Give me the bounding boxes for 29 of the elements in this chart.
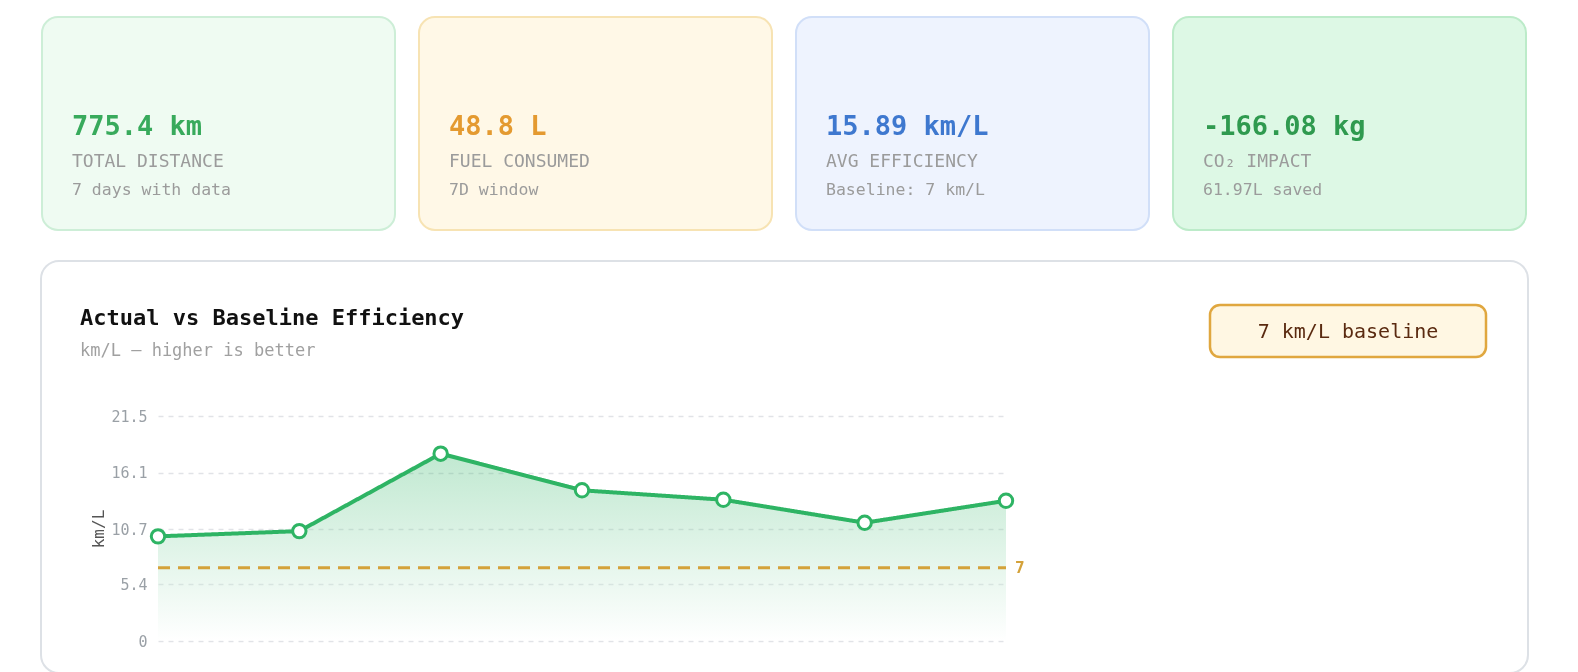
- text: 61.97L saved: [1203, 180, 1323, 199]
- text: 7 km/L baseline: [1257, 319, 1439, 343]
- ref-line-label: 7: [1015, 557, 1025, 577]
- text: CO₂ IMPACT: [1203, 150, 1312, 171]
- chart-subtitle: km/L – higher is better: [80, 340, 316, 360]
- text: AVG EFFICIENCY: [826, 150, 978, 171]
- point: [432, 445, 449, 462]
- point: [573, 482, 591, 499]
- y-axis-title: km/L: [89, 509, 109, 549]
- y-tick-label: 21.5: [111, 407, 148, 426]
- text: 7 days with data: [72, 180, 231, 199]
- text: 775.4 km: [72, 110, 203, 141]
- text: -166.08 kg: [1203, 110, 1366, 141]
- y-tick-label: 0: [138, 632, 148, 651]
- text: 7D window: [449, 180, 539, 199]
- y-tick-label: 16.1: [111, 464, 148, 483]
- point: [291, 522, 308, 540]
- point: [149, 528, 167, 545]
- point: [715, 491, 732, 508]
- y-tick-label: 5.4: [120, 575, 148, 594]
- y-tick-label: 10.7: [111, 520, 148, 539]
- point: [997, 492, 1015, 509]
- text: 15.89 km/L: [826, 110, 989, 141]
- text: FUEL CONSUMED: [449, 150, 590, 171]
- text: 48.8 L: [449, 110, 547, 141]
- text: Baseline: 7 km/L: [826, 180, 986, 199]
- text: TOTAL DISTANCE: [72, 150, 224, 171]
- point: [856, 514, 873, 531]
- chart-title: Actual vs Baseline Efficiency: [80, 305, 465, 330]
